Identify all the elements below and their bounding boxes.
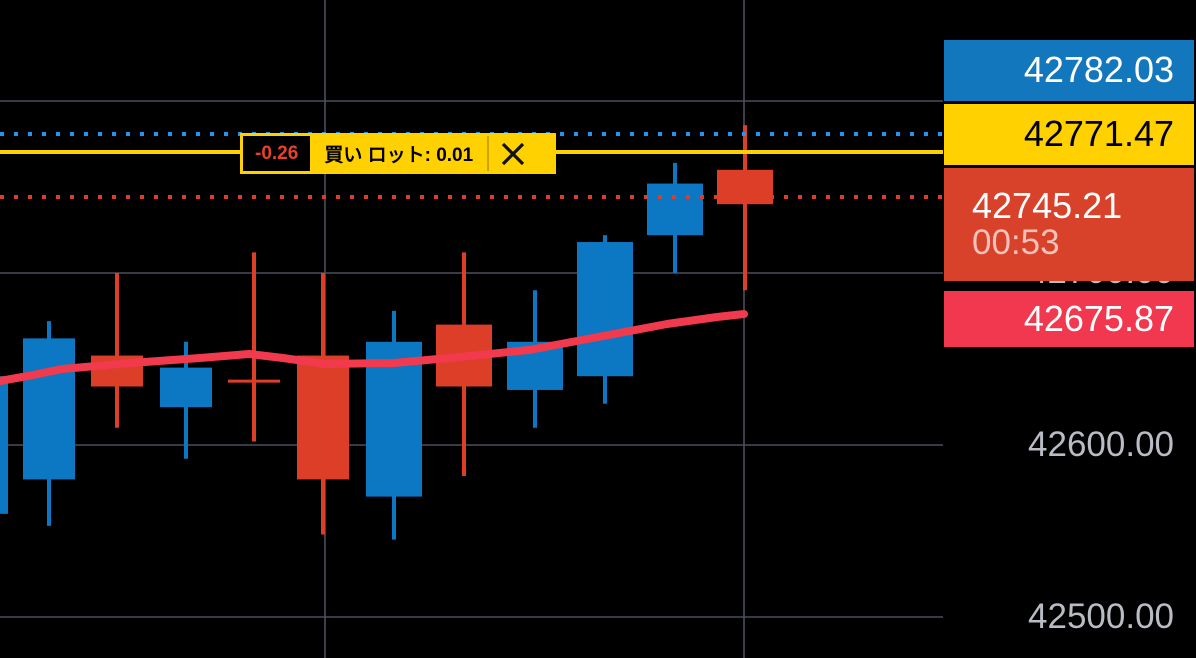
last-price-badge[interactable]: 42675.87 — [944, 291, 1194, 347]
close-icon — [500, 141, 526, 167]
ask-price-value: 42782.03 — [1023, 49, 1174, 91]
candlestick — [0, 376, 8, 514]
position-profit-loss: -0.26 — [243, 136, 311, 171]
candle-body — [366, 341, 422, 497]
open-position-badge[interactable]: -0.26 買い ロット: 0.01 — [240, 133, 556, 174]
candlestick — [91, 273, 143, 428]
candlestick — [366, 310, 422, 540]
bid-price-badge[interactable]: 42745.21 00:53 — [944, 168, 1194, 281]
position-price-badge[interactable]: 42771.47 — [944, 104, 1194, 165]
last-price-value: 42675.87 — [1023, 297, 1174, 339]
moving-average-line — [0, 310, 748, 385]
ask-price-badge[interactable]: 42782.03 — [944, 40, 1194, 101]
candle-series — [0, 125, 773, 540]
price-axis[interactable]: 42700.00 42600.00 42500.00 42782.03 4277… — [943, 0, 1196, 658]
candlestick — [436, 252, 492, 476]
chart-plot-area[interactable] — [0, 0, 943, 658]
candlestick — [577, 235, 633, 404]
candlestick — [228, 252, 280, 442]
bid-price-value: 42745.21 — [972, 185, 1123, 227]
candlestick — [717, 125, 773, 291]
position-direction-lot: 買い ロット: 0.01 — [310, 136, 490, 171]
candle-body — [297, 355, 349, 480]
candle-body — [647, 183, 703, 236]
candle-body — [717, 169, 773, 205]
candle-body — [160, 367, 212, 408]
candlestick — [297, 273, 349, 535]
axis-label: 42600.00 — [1028, 425, 1174, 464]
candle-body — [0, 376, 8, 514]
close-position-button[interactable] — [489, 136, 538, 171]
candle-body — [23, 338, 75, 480]
axis-label: 42500.00 — [1028, 597, 1174, 636]
position-price-value: 42771.47 — [1023, 113, 1174, 155]
candlestick — [647, 162, 703, 273]
candlestick-chart — [0, 0, 943, 658]
candlestick — [23, 321, 75, 526]
candle-body — [228, 379, 280, 383]
candle-body — [577, 242, 633, 377]
candlestick — [507, 290, 563, 428]
candle-countdown-timer: 00:53 — [972, 223, 1060, 263]
